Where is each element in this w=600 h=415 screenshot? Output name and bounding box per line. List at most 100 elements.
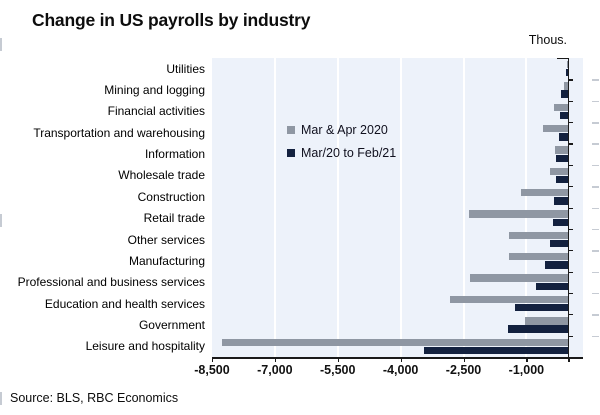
x-axis-tick [568,357,570,362]
bar [535,282,569,291]
legend-swatch-gray [287,126,295,134]
edge-dash [592,143,599,145]
category-label: Retail trade [143,211,205,226]
x-tick-label: -4,000 [382,363,419,377]
legend-swatch-navy [287,149,295,157]
bar [449,295,569,304]
edge-dash [0,214,2,227]
gridline [399,58,402,357]
category-label: Utilities [166,61,205,76]
category-axis-tick [568,314,574,316]
category-label: Financial activities [107,104,205,119]
x-axis-tick [463,357,465,362]
edge-dash [592,314,599,316]
bar [514,304,569,312]
bar [524,317,569,325]
x-axis-tick [337,357,339,362]
bar [543,124,569,133]
category-label: Information [144,147,205,162]
chart-title: Change in US payrolls by industry [32,10,311,30]
x-axis-tick [212,357,214,362]
bar [520,189,569,197]
bar [564,82,569,90]
legend-item-mar-apr-2020: Mar & Apr 2020 [287,123,396,137]
category-label: Manufacturing [128,253,205,268]
edge-dash [592,122,599,124]
bar [549,239,569,248]
bar [549,167,569,176]
x-tick-label: -5,500 [320,363,356,377]
x-axis-line [212,357,583,359]
category-axis-tick [568,79,574,81]
edge-dash [592,100,599,103]
bar [423,346,569,355]
x-tick-label: -2,500 [445,363,482,377]
bar [469,274,569,282]
category-label: Professional and business services [17,275,205,290]
bar [222,338,569,346]
bar [554,103,569,111]
gridline [273,58,276,357]
edge-dash [0,392,2,405]
legend-label: Mar/20 to Feb/21 [301,146,397,160]
bar [565,69,569,77]
gridline [462,58,465,357]
x-axis-tick [526,357,528,362]
edge-dash [592,292,599,295]
category-axis-tick [568,292,574,295]
bar [509,253,569,261]
bar [552,218,569,226]
x-axis-tick [274,357,277,362]
bar [559,133,569,141]
gridline [336,58,339,357]
bar [507,325,569,333]
edge-dash [592,335,599,338]
category-label: Government [138,317,205,332]
edge-dash [592,207,599,209]
legend-label: Mar & Apr 2020 [301,123,388,137]
edge-dash [592,228,599,231]
category-axis-tick [568,122,574,124]
bar [554,197,569,205]
x-tick-label: -7,000 [257,363,293,377]
edge-dash [592,271,599,274]
x-tick-label: -8,500 [194,363,230,377]
category-axis-tick [568,357,574,359]
category-label: Leisure and hospitality [85,339,205,354]
category-axis-tick [568,335,574,337]
category-axis-tick [568,143,574,145]
edge-dash [592,79,599,81]
legend-item-mar20-feb21: Mar/20 to Feb/21 [287,146,396,160]
gridline [525,58,528,357]
category-label: Mining and logging [104,83,205,98]
bar [561,90,569,98]
category-axis-tick [568,164,574,166]
axis-unit-label: Thous. [528,33,567,47]
bar [509,231,569,240]
bar [556,154,569,162]
category-label: Construction [137,189,205,204]
category-label: Transportation and warehousing [33,125,205,140]
bar [468,210,569,218]
category-axis-tick [568,100,574,102]
source-note: Source: BLS, RBC Economics [10,391,179,405]
bar [555,175,569,184]
category-axis-tick [568,228,574,231]
category-axis-tick [568,250,574,252]
category-label: Wholesale trade [118,168,205,183]
category-label: Other services [127,232,205,247]
category-axis-tick [568,186,574,188]
bar [560,111,569,120]
category-axis-tick [568,207,574,209]
category-label: Education and health services [44,296,205,311]
edge-dash [0,38,2,51]
category-axis-tick [568,271,574,273]
legend: Mar & Apr 2020 Mar/20 to Feb/21 [287,123,396,169]
edge-dash [592,164,599,167]
category-axis-tick [557,58,570,60]
x-tick-label: -1,000 [508,363,545,377]
bar [554,146,569,154]
edge-dash [592,250,599,252]
bar [544,261,569,269]
